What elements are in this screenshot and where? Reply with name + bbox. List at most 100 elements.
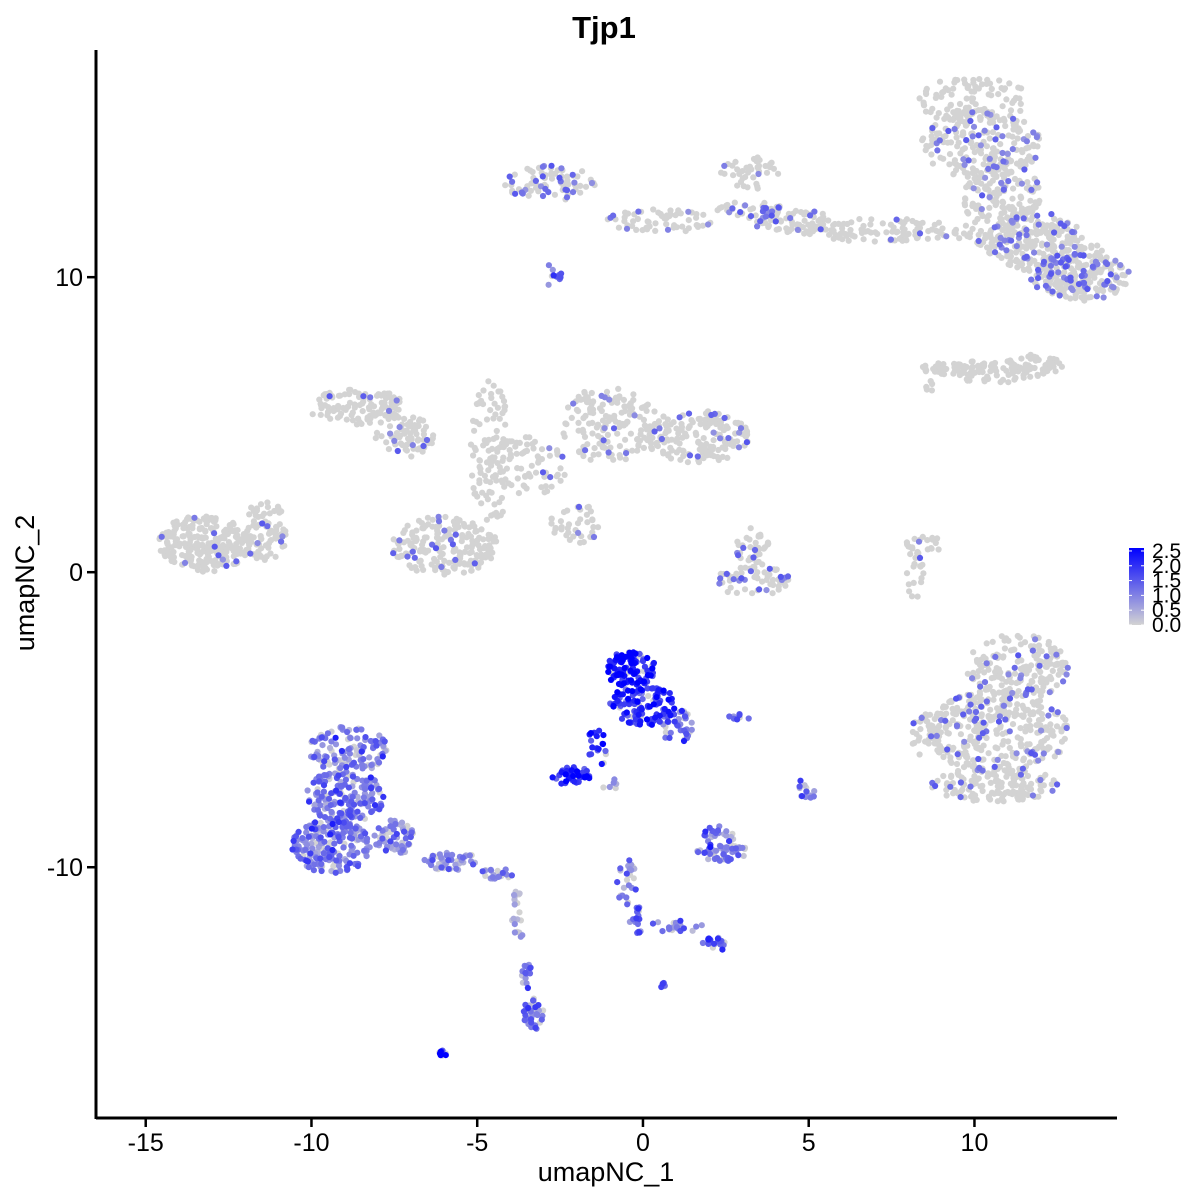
cell-point — [257, 533, 264, 540]
cell-point — [973, 167, 980, 175]
cell-point — [219, 556, 226, 563]
cell-point — [727, 856, 734, 863]
cell-point — [911, 535, 918, 543]
cell-point — [1110, 284, 1117, 291]
y-axis-label: umapNC_2 — [10, 515, 40, 652]
cell-point — [276, 521, 283, 528]
cell-point — [1022, 691, 1029, 699]
cell-point — [987, 706, 994, 713]
cell-point — [651, 428, 658, 435]
cell-point — [998, 85, 1005, 92]
cell-point — [1032, 636, 1039, 643]
cell-point — [974, 658, 981, 666]
cell-point — [630, 218, 637, 225]
cell-point — [164, 538, 171, 546]
cell-point — [970, 738, 977, 745]
cell-point — [588, 737, 595, 744]
cell-point — [643, 426, 650, 433]
cell-point — [618, 654, 626, 661]
cell-point — [932, 94, 940, 101]
cell-point — [970, 185, 977, 192]
cell-point — [1025, 265, 1032, 272]
cell-point — [656, 700, 663, 707]
cell-point — [494, 867, 501, 875]
cell-point — [1015, 796, 1022, 803]
cell-point — [985, 165, 992, 172]
cell-point — [769, 590, 776, 597]
cell-point — [809, 220, 816, 227]
cell-point — [402, 835, 409, 842]
cell-point — [845, 237, 852, 244]
cell-point — [264, 499, 271, 506]
cell-point — [693, 923, 700, 930]
cell-point — [326, 854, 333, 861]
cell-point — [1058, 363, 1065, 370]
cell-point — [725, 435, 732, 442]
cell-point — [950, 85, 957, 92]
cell-point — [879, 220, 886, 227]
cell-point — [616, 894, 623, 901]
cell-point — [1023, 145, 1030, 152]
cell-point — [320, 782, 328, 789]
cell-point — [962, 222, 970, 229]
cell-point — [984, 110, 991, 117]
cell-point — [342, 794, 349, 802]
cell-point — [350, 759, 357, 766]
cell-point — [635, 208, 642, 215]
cell-point — [1043, 653, 1050, 660]
cell-point — [350, 801, 358, 808]
cell-point — [354, 808, 361, 815]
cell-point — [1047, 270, 1055, 277]
cell-point — [1031, 257, 1038, 264]
cell-point — [570, 772, 577, 780]
cell-point — [416, 417, 423, 425]
cell-point — [308, 825, 315, 832]
cell-point — [353, 747, 360, 754]
cell-point — [345, 784, 352, 791]
cell-point — [309, 737, 316, 744]
cell-point — [596, 405, 604, 412]
cell-point — [1112, 257, 1119, 264]
cell-point — [1061, 269, 1068, 276]
cell-point — [500, 398, 508, 405]
cell-point — [979, 730, 987, 737]
cell-point — [239, 535, 246, 542]
cell-point — [520, 1008, 528, 1015]
cell-point — [317, 812, 324, 819]
cell-point — [364, 416, 371, 423]
cell-point — [948, 698, 955, 706]
cell-point — [947, 783, 954, 790]
cell-point — [1047, 721, 1054, 728]
cell-point — [302, 846, 309, 853]
cell-point — [772, 218, 779, 225]
cell-point — [385, 407, 393, 414]
cell-point — [1017, 771, 1024, 778]
cell-point — [233, 540, 240, 548]
cell-point — [425, 547, 432, 554]
cell-point — [762, 162, 769, 170]
cell-point — [1000, 702, 1008, 709]
cell-point — [723, 828, 730, 835]
cell-point — [476, 477, 483, 484]
cell-point — [626, 857, 633, 864]
cell-point — [1084, 285, 1091, 293]
cell-point — [489, 445, 496, 452]
cell-point — [343, 416, 350, 423]
cell-point — [961, 743, 968, 751]
cell-point — [929, 125, 936, 132]
cell-point — [770, 581, 777, 589]
cell-point — [569, 171, 576, 178]
cell-point — [340, 819, 347, 826]
cell-point — [983, 640, 990, 647]
cell-point — [918, 575, 925, 582]
cell-point — [973, 715, 980, 722]
cell-point — [740, 852, 747, 860]
cell-point — [542, 483, 549, 490]
cell-point — [393, 841, 400, 848]
cell-point — [522, 473, 529, 480]
cell-point — [511, 921, 518, 928]
cell-point — [938, 93, 945, 100]
cell-point — [724, 588, 731, 596]
cell-point — [1082, 293, 1089, 300]
cell-point — [1034, 212, 1041, 219]
